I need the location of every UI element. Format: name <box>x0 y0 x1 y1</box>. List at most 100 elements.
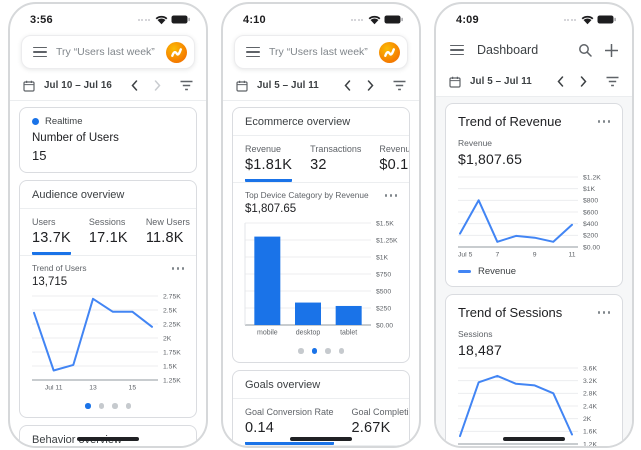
chevron-right-icon[interactable] <box>154 80 161 91</box>
card-title[interactable]: Audience overview <box>20 181 196 209</box>
svg-text:2.75K: 2.75K <box>163 293 181 300</box>
svg-text:Jul 11: Jul 11 <box>45 385 63 392</box>
card-title[interactable]: Ecommerce overview <box>233 108 409 136</box>
battery-icon <box>597 15 616 24</box>
status-icons <box>137 15 191 25</box>
metric-tab-transactions[interactable]: Transactions 32 <box>310 144 362 173</box>
scroll-content[interactable]: Realtime Number of Users 15 Audience ove… <box>10 101 206 446</box>
metric-tab-goal-conversion-rate[interactable]: Goal Conversion Rate 0.14 <box>245 407 334 445</box>
filter-icon[interactable] <box>393 80 406 91</box>
more-menu-icon[interactable] <box>171 263 184 274</box>
analytics-logo-icon[interactable] <box>166 41 187 63</box>
svg-text:11: 11 <box>568 252 575 259</box>
cellular-signal-icon <box>137 18 150 21</box>
ecommerce-overview-card[interactable]: Ecommerce overview Revenue $1.81K Transa… <box>232 107 410 363</box>
status-bar: 3:56 <box>10 4 206 29</box>
menu-icon[interactable] <box>450 44 464 56</box>
realtime-card[interactable]: Realtime Number of Users 15 <box>19 107 197 173</box>
card-title-row: Trend of Revenue <box>446 104 622 131</box>
metric-tab-new-users[interactable]: New Users 11.8K <box>145 217 190 246</box>
realtime-metric-label: Number of Users <box>32 132 119 144</box>
menu-icon[interactable] <box>33 46 47 58</box>
metric-tab-sessions[interactable]: Sessions 17.1K <box>88 217 128 246</box>
phone-3-frame: 4:09 Dashboard Jul 5 – Jul 11 <box>434 2 634 448</box>
svg-text:$500: $500 <box>376 288 391 295</box>
date-range-label[interactable]: Jul 10 – Jul 16 <box>44 80 112 91</box>
trend-value: $1,807.65 <box>245 203 297 215</box>
search-bar[interactable]: Try “Users last week” <box>21 35 195 69</box>
svg-text:13: 13 <box>89 385 97 392</box>
svg-text:$0.00: $0.00 <box>376 322 393 329</box>
card-title[interactable]: Trend of Revenue <box>458 114 562 129</box>
chevron-left-icon[interactable] <box>557 76 564 87</box>
search-bar[interactable]: Try “Users last week” <box>234 35 408 69</box>
svg-text:$1K: $1K <box>583 186 596 193</box>
svg-text:2.8K: 2.8K <box>583 391 597 398</box>
svg-text:desktop: desktop <box>296 330 321 337</box>
metric-tab-goal-completions[interactable]: Goal Completions 2.67K <box>351 406 409 436</box>
svg-text:1.6K: 1.6K <box>583 429 597 436</box>
card-title[interactable]: Goals overview <box>233 371 409 399</box>
trend-of-revenue-card[interactable]: Trend of Revenue Revenue $1,807.65 $1.2K… <box>445 103 623 287</box>
users-trend-chart: 2.75K 2.5K 2.25K 2K 1.75K 1.5K 1.25K Jul 11 13 15 <box>20 288 196 397</box>
add-icon[interactable] <box>605 43 618 57</box>
audience-overview-card[interactable]: Audience overview Users 13.7K Sessions 1… <box>19 180 197 418</box>
card-metric: Sessions 18,487 <box>458 329 503 358</box>
analytics-logo-icon[interactable] <box>379 41 400 63</box>
more-menu-icon[interactable] <box>384 190 397 201</box>
trend-value: 13,715 <box>32 276 68 288</box>
more-menu-icon[interactable] <box>597 116 610 127</box>
chevron-left-icon[interactable] <box>131 80 138 91</box>
date-range-bar: Jul 5 – Jul 11 <box>223 71 419 101</box>
search-input[interactable]: Try “Users last week” <box>56 46 155 58</box>
scroll-content[interactable]: Trend of Revenue Revenue $1,807.65 $1.2K… <box>436 97 632 446</box>
card-pagination[interactable] <box>20 397 196 417</box>
calendar-icon <box>449 76 461 88</box>
date-nav <box>557 76 587 87</box>
svg-text:2K: 2K <box>583 416 592 423</box>
home-indicator[interactable] <box>290 436 352 441</box>
search-icon[interactable] <box>578 43 592 57</box>
home-indicator[interactable] <box>503 436 565 441</box>
svg-text:$0.00: $0.00 <box>583 244 600 251</box>
svg-text:2.5K: 2.5K <box>163 307 177 314</box>
phone-1-frame: 3:56 Try “Users last week” Jul 10 – Jul … <box>8 2 208 448</box>
scroll-content[interactable]: Ecommerce overview Revenue $1.81K Transa… <box>223 101 419 446</box>
metric-tab-revenue[interactable]: Revenue $1.81K <box>245 144 293 182</box>
date-range-label[interactable]: Jul 5 – Jul 11 <box>257 80 319 91</box>
card-pagination[interactable] <box>233 342 409 362</box>
calendar-icon <box>236 80 248 92</box>
trend-label: Top Device Category by Revenue <box>245 190 369 200</box>
behavior-overview-card[interactable]: Behavior overview Avg. Session Duration … <box>19 424 197 446</box>
search-input[interactable]: Try “Users last week” <box>269 46 368 58</box>
chevron-right-icon[interactable] <box>580 76 587 87</box>
trend-header: Trend of Users 13,715 <box>20 256 196 288</box>
chevron-left-icon[interactable] <box>344 80 351 91</box>
status-time: 4:10 <box>243 13 266 26</box>
date-range-label[interactable]: Jul 5 – Jul 11 <box>470 76 532 87</box>
metric-tab-users[interactable]: Users 13.7K <box>32 217 71 255</box>
chart-legend: Revenue <box>446 264 622 286</box>
page-title: Dashboard <box>477 43 539 57</box>
realtime-metric-value: 15 <box>32 148 47 163</box>
card-title[interactable]: Trend of Sessions <box>458 305 563 320</box>
svg-text:$250: $250 <box>376 305 391 312</box>
metric-tab-revenue-per-user[interactable]: Revenue per User $0.12 <box>379 144 410 173</box>
filter-icon[interactable] <box>606 76 619 87</box>
status-bar: 4:09 <box>436 4 632 29</box>
wifi-icon <box>368 15 381 24</box>
filter-icon[interactable] <box>180 80 193 91</box>
wifi-icon <box>155 15 168 24</box>
trend-of-sessions-card[interactable]: Trend of Sessions Sessions 18,487 3.6K 3.… <box>445 294 623 446</box>
svg-text:$1.25K: $1.25K <box>376 237 398 244</box>
more-menu-icon[interactable] <box>597 307 610 318</box>
realtime-header: Realtime <box>20 108 196 127</box>
goals-overview-card[interactable]: Goals overview Goal Conversion Rate 0.14… <box>232 369 410 446</box>
card-title-row: Trend of Sessions <box>446 295 622 322</box>
svg-text:$1.2K: $1.2K <box>583 174 601 181</box>
menu-icon[interactable] <box>246 46 260 58</box>
status-time: 3:56 <box>30 13 53 26</box>
home-indicator[interactable] <box>77 436 139 441</box>
chevron-right-icon[interactable] <box>367 80 374 91</box>
